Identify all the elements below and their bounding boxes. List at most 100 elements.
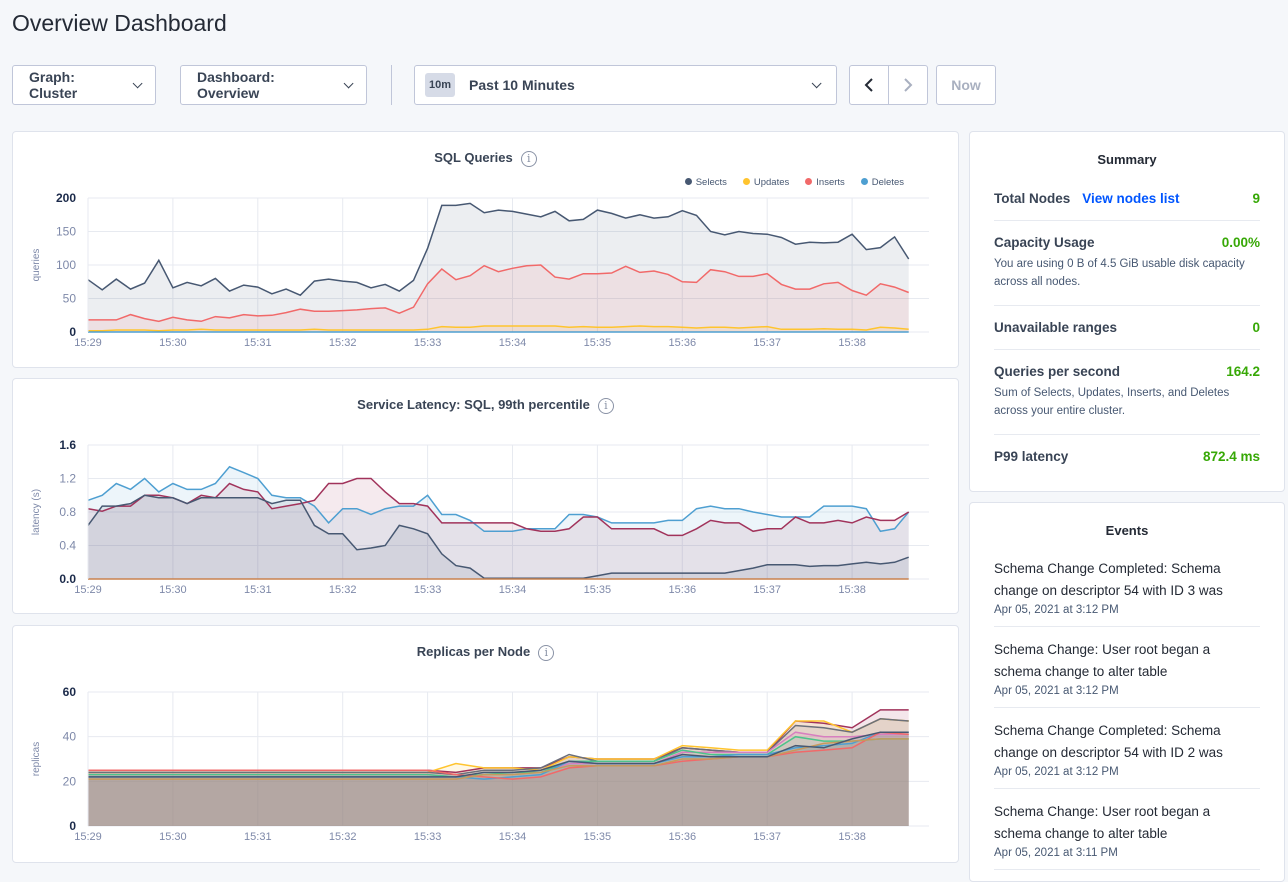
series-area-6 (88, 732, 909, 826)
y-axis-label: latency (s) (31, 489, 42, 535)
x-tick-label: 15:33 (414, 337, 442, 349)
x-tick-label: 15:31 (244, 831, 272, 843)
x-tick-label: 15:36 (669, 337, 697, 349)
series-line-4 (88, 735, 909, 778)
chart-title: Replicas per Node (416, 644, 531, 659)
x-tick-label: 15:37 (753, 584, 781, 596)
service-latency-chart: 0.0 0.4 0.8 1.2 1.6 15:29 15:30 15:31 15:32 15:33… (31, 438, 929, 596)
summary-capacity: Capacity Usage 0.00% You are using 0 B of … (994, 221, 1260, 306)
x-tick-label: 15:33 (414, 831, 442, 843)
legend-dot (860, 178, 868, 185)
x-tick-label: 15:30 (159, 337, 187, 349)
view-nodes-link[interactable]: View nodes list (1082, 191, 1180, 206)
x-tick-label: 15:37 (753, 831, 781, 843)
event-item[interactable]: Schema Change: User root began a schema … (994, 789, 1260, 870)
chart-legend: Selects Updates Inserts Deletes (684, 177, 904, 188)
chevron-left-icon (864, 78, 873, 92)
series-line-updates (88, 325, 909, 332)
series-area-5 (88, 732, 909, 826)
series-area-2 (88, 495, 909, 579)
summary-unavailable-ranges: Unavailable ranges 0 (994, 306, 1260, 350)
chart-title: SQL Queries (434, 150, 513, 165)
replicas-per-node-chart: 0 20 40 60 15:29 15:30 15:31 15:32 15:33 15:34 15:… (31, 685, 929, 843)
x-tick-label: 15:38 (838, 831, 866, 843)
service-latency-card: Service Latency: SQL, 99th percentile i 0… (12, 378, 959, 614)
now-button[interactable]: Now (936, 65, 996, 105)
series-line-2 (88, 718, 909, 776)
event-item[interactable]: Schema Change Completed: Schema change o… (994, 708, 1260, 789)
y-tick-label: 0.4 (59, 539, 76, 553)
series-line-selects (87, 202, 910, 297)
y-tick-label: 50 (63, 292, 77, 306)
time-range-label: Past 10 Minutes (469, 77, 575, 93)
y-axis-label: queries (31, 249, 42, 282)
x-tick-label: 15:33 (414, 584, 442, 596)
x-tick-label: 15:34 (499, 337, 527, 349)
info-icon[interactable]: i (520, 150, 537, 167)
time-range-badge: 10m (425, 73, 456, 97)
event-text: Schema Change Completed: Schema change o… (994, 561, 1223, 598)
y-tick-label: 20 (63, 774, 77, 788)
previous-time-button[interactable] (849, 65, 889, 105)
event-text: Schema Change Completed: Schema change o… (994, 723, 1223, 760)
page-title: Overview Dashboard (12, 10, 227, 36)
y-tick-label: 200 (56, 191, 76, 205)
series-line-inserts (88, 264, 909, 323)
events-panel: Events Schema Change Completed: Schema c… (969, 502, 1285, 882)
chart-title: Service Latency: SQL, 99th percentile (357, 397, 590, 412)
x-tick-label: 15:34 (499, 584, 527, 596)
y-tick-label: 150 (56, 225, 76, 239)
series-area-0 (88, 466, 909, 579)
legend-dot (742, 178, 750, 185)
x-tick-label: 15:31 (244, 337, 272, 349)
dashboard-select[interactable]: Dashboard: Overview (180, 65, 367, 105)
x-tick-label: 15:29 (74, 584, 102, 596)
graph-select[interactable]: Graph: Cluster (12, 65, 156, 105)
y-tick-label: 100 (56, 258, 76, 272)
x-tick-label: 15:35 (584, 337, 612, 349)
y-tick-label: 0 (69, 819, 76, 833)
x-tick-label: 15:36 (669, 831, 697, 843)
series-line-2 (87, 494, 909, 579)
x-tick-label: 15:30 (159, 584, 187, 596)
info-icon[interactable]: i (597, 397, 614, 414)
summary-total-nodes: Total Nodes View nodes list 9 (994, 177, 1260, 221)
chevron-down-icon (343, 78, 354, 88)
series-area-7 (88, 738, 909, 826)
y-axis-label: replicas (31, 742, 42, 776)
x-tick-label: 15:29 (74, 337, 102, 349)
x-tick-label: 15:29 (74, 831, 102, 843)
x-tick-label: 15:38 (838, 337, 866, 349)
y-tick-label: 1.6 (59, 438, 76, 452)
y-tick-label: 0.0 (59, 572, 76, 586)
chevron-down-icon (811, 77, 822, 88)
events-title: Events (1105, 523, 1149, 538)
toolbar-divider (391, 65, 392, 105)
legend-dot (684, 178, 692, 185)
info-icon[interactable]: i (538, 644, 555, 661)
summary-title: Summary (1097, 152, 1157, 167)
event-item[interactable]: Schema Change: User root began a schema … (994, 627, 1260, 708)
legend-item-inserts: Inserts (805, 177, 845, 188)
dashboard-select-label: Dashboard: Overview (197, 69, 275, 101)
x-tick-label: 15:34 (499, 831, 527, 843)
sql-queries-chart: 0 50 100 150 200 15:29 15:30 15:31 15:32 15:33 15:… (31, 191, 929, 349)
x-tick-label: 15:35 (584, 584, 612, 596)
series-area-1 (88, 478, 909, 579)
series-line-0 (87, 465, 910, 533)
x-tick-label: 15:37 (753, 337, 781, 349)
event-item[interactable]: Schema Change Completed: Schema change o… (994, 546, 1260, 627)
x-tick-label: 15:35 (584, 831, 612, 843)
series-area-8 (88, 732, 909, 826)
legend-dot (805, 178, 813, 185)
next-time-button[interactable] (888, 65, 928, 105)
legend-item-selects: Selects (684, 177, 727, 188)
legend-item-updates: Updates (742, 177, 789, 188)
x-tick-label: 15:31 (244, 584, 272, 596)
series-line-1 (87, 477, 910, 537)
graph-select-label: Graph: Cluster (29, 69, 78, 101)
time-range-select[interactable]: 10m Past 10 Minutes (414, 65, 837, 105)
y-tick-label: 0.8 (59, 505, 76, 519)
chevron-right-icon (904, 78, 913, 92)
y-tick-label: 1.2 (59, 472, 76, 486)
